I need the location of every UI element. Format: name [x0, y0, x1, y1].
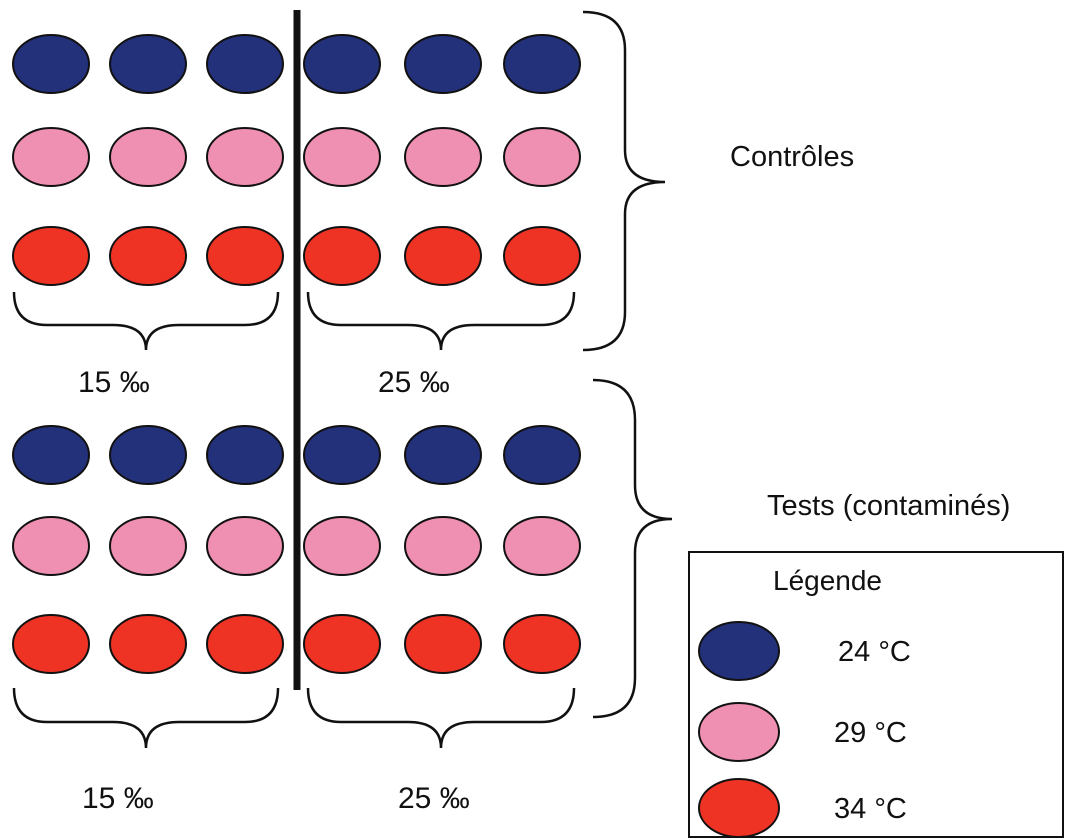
ellipse-red-r3-c4 [303, 226, 381, 286]
replicate-grid [12, 34, 581, 674]
legend-items: 24 °C 29 °C 34 °C [698, 621, 911, 838]
salinity-label-bottom-left: 15 ‰ [82, 782, 154, 815]
ellipse-pink-r5-c5 [404, 516, 482, 576]
ellipse-blue-r4-c5 [404, 425, 482, 485]
ellipse-blue-r4-c6 [503, 425, 581, 485]
ellipse-blue-r1-c6 [503, 34, 581, 94]
ellipse-red-r3-c6 [503, 226, 581, 286]
legend-label-red: 34 °C [834, 793, 907, 825]
salinity-label-top-right: 25 ‰ [378, 366, 450, 399]
legend-swatch-pink [698, 702, 780, 762]
legend-label-pink: 29 °C [834, 717, 907, 749]
ellipse-pink-r5-c1 [12, 516, 90, 576]
ellipse-blue-r1-c2 [109, 34, 187, 94]
salinity-label-bottom-right: 25 ‰ [398, 782, 470, 815]
ellipse-blue-r1-c1 [12, 34, 90, 94]
ellipse-pink-r5-c6 [503, 516, 581, 576]
ellipse-blue-r4-c1 [12, 425, 90, 485]
ellipse-red-r6-c2 [109, 614, 187, 674]
ellipse-blue-r4-c3 [206, 425, 284, 485]
salinity-label-top-left: 15 ‰ [78, 366, 150, 399]
ellipse-red-r6-c6 [503, 614, 581, 674]
brace-tests [592, 378, 673, 719]
ellipse-red-r3-c2 [109, 226, 187, 286]
ellipse-pink-r2-c3 [206, 127, 284, 187]
ellipse-pink-r5-c4 [303, 516, 381, 576]
brace-bottom-left [12, 687, 280, 749]
controls-label: Contrôles [730, 141, 854, 173]
ellipse-blue-r4-c4 [303, 425, 381, 485]
ellipse-blue-r4-c2 [109, 425, 187, 485]
brace-controls [582, 10, 666, 352]
brace-top-right [306, 291, 576, 351]
ellipse-pink-r2-c5 [404, 127, 482, 187]
ellipse-pink-r2-c1 [12, 127, 90, 187]
legend: Légende 24 °C 29 °C 34 °C [688, 551, 1064, 838]
ellipse-red-r6-c4 [303, 614, 381, 674]
ellipse-pink-r2-c4 [303, 127, 381, 187]
ellipse-blue-r1-c4 [303, 34, 381, 94]
ellipse-red-r3-c3 [206, 226, 284, 286]
ellipse-blue-r1-c3 [206, 34, 284, 94]
ellipse-red-r3-c5 [404, 226, 482, 286]
legend-label-blue: 24 °C [838, 636, 911, 668]
brace-top-left [12, 291, 280, 351]
ellipse-red-r3-c1 [12, 226, 90, 286]
brace-bottom-right [306, 687, 576, 749]
legend-title: Légende [773, 565, 882, 596]
ellipse-red-r6-c5 [404, 614, 482, 674]
ellipse-blue-r1-c5 [404, 34, 482, 94]
ellipse-pink-r2-c6 [503, 127, 581, 187]
legend-swatch-red [698, 778, 780, 838]
ellipse-pink-r5-c3 [206, 516, 284, 576]
ellipse-pink-r5-c2 [109, 516, 187, 576]
ellipse-pink-r2-c2 [109, 127, 187, 187]
ellipse-red-r6-c3 [206, 614, 284, 674]
legend-swatch-blue [698, 621, 780, 681]
tests-label: Tests (contaminés) [767, 490, 1010, 522]
ellipse-red-r6-c1 [12, 614, 90, 674]
